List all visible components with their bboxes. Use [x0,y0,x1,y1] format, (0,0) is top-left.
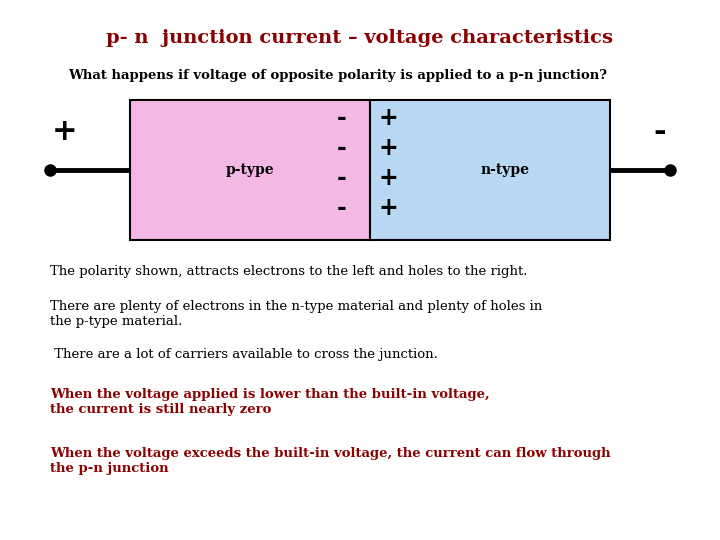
Text: When the voltage exceeds the built-in voltage, the current can flow through
the : When the voltage exceeds the built-in vo… [50,447,611,475]
Bar [370,100,610,240]
Text: There are a lot of carriers available to cross the junction.: There are a lot of carriers available to… [50,348,438,361]
Bar [130,100,370,240]
Text: When the voltage applied is lower than the built-in voltage,
the current is stil: When the voltage applied is lower than t… [50,388,490,416]
Text: +: + [378,136,398,160]
Text: What happens if voltage of opposite polarity is applied to a p-n junction?: What happens if voltage of opposite pola… [68,69,607,82]
Text: +: + [378,166,398,190]
Text: There are plenty of electrons in the n-type material and plenty of holes in
the : There are plenty of electrons in the n-t… [50,300,542,328]
Text: n-type: n-type [480,163,529,177]
Text: -: - [337,106,347,130]
Text: p- n  junction current – voltage characteristics: p- n junction current – voltage characte… [107,29,613,47]
Text: +: + [52,118,78,146]
Text: -: - [337,136,347,160]
Text: -: - [337,166,347,190]
Text: The polarity shown, attracts electrons to the left and holes to the right.: The polarity shown, attracts electrons t… [50,265,528,278]
Text: -: - [337,196,347,220]
Text: +: + [378,106,398,130]
Text: -: - [654,118,666,146]
Text: +: + [378,196,398,220]
Text: p-type: p-type [225,163,274,177]
